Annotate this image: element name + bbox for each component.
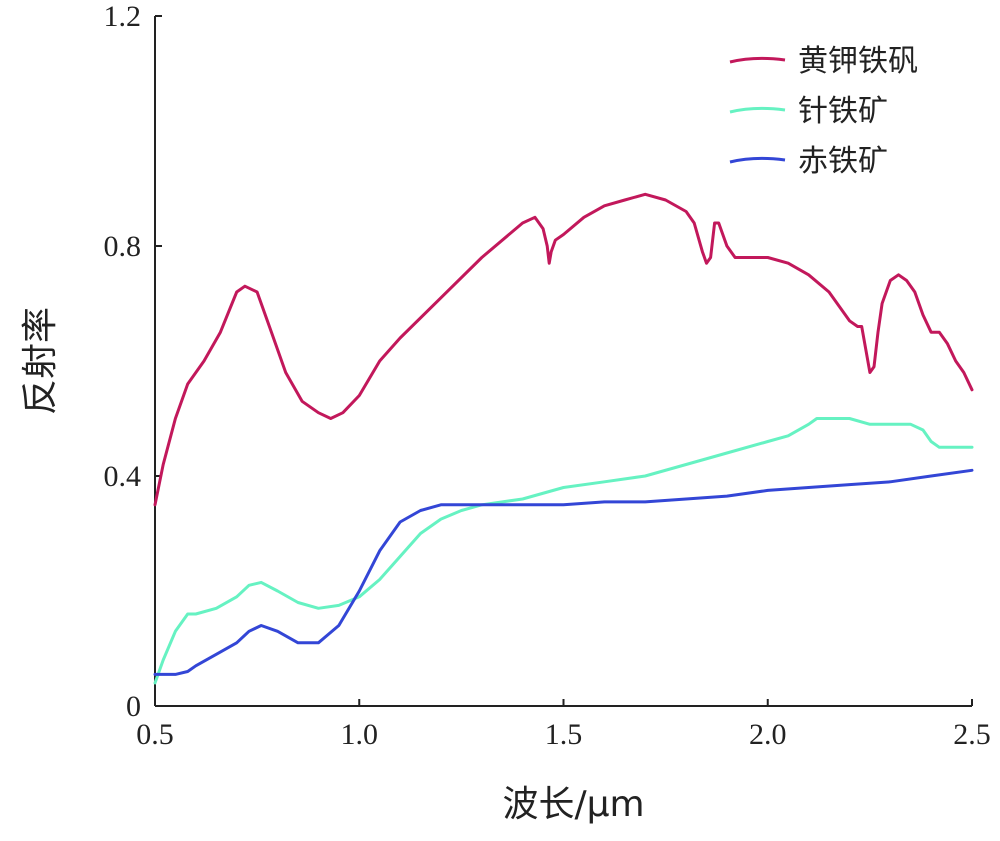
legend-label: 赤铁矿 <box>798 144 888 179</box>
x-tick-label: 1.5 <box>545 718 583 751</box>
y-tick-label: 0.8 <box>104 230 142 263</box>
series-line-1 <box>153 417 974 685</box>
x-tick-label: 2.0 <box>749 718 787 751</box>
series-line-2 <box>153 468 974 676</box>
series-line-0 <box>153 192 974 507</box>
legend-label: 针铁矿 <box>798 94 888 129</box>
legend-swatch <box>729 106 786 114</box>
y-ticks: 0 0.4 0.8 1.2 <box>104 0 162 723</box>
x-tick-label: 0.5 <box>136 718 174 751</box>
legend-swatch <box>729 56 786 64</box>
x-tick-label: 1.0 <box>341 718 379 751</box>
y-tick-label: 0 <box>126 690 141 723</box>
legend-label: 黄钾铁矾 <box>798 44 918 79</box>
y-axis-title: 反射率 <box>20 307 61 415</box>
x-tick-label: 2.5 <box>953 718 991 751</box>
x-axis-title: 波长/μm <box>502 784 644 825</box>
y-tick-label: 0.4 <box>104 460 142 493</box>
series-layer <box>153 192 974 685</box>
x-ticks: 0.5 1.0 1.5 2.0 2.5 <box>136 699 991 751</box>
legend-swatch <box>729 156 786 164</box>
y-tick-label: 1.2 <box>104 0 142 33</box>
